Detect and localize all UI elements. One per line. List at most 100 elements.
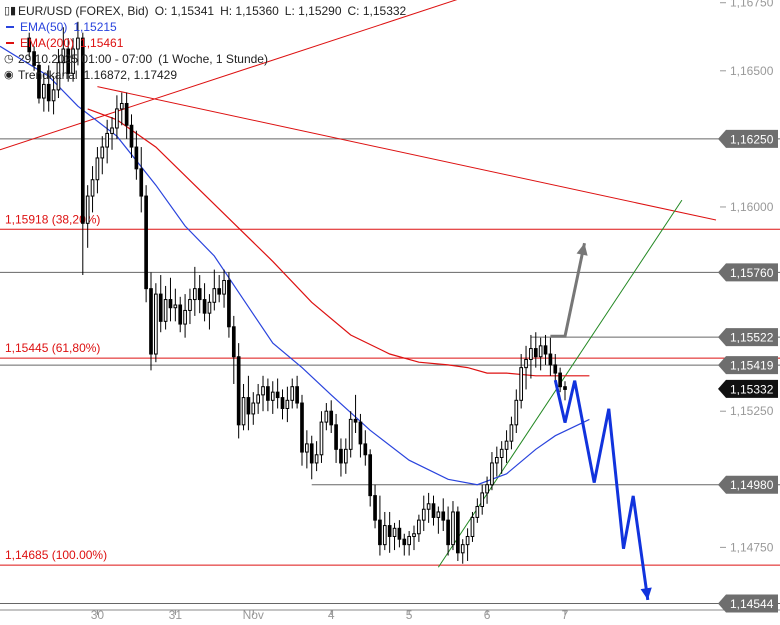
candle-body: [339, 448, 343, 464]
candle-body: [41, 83, 46, 99]
ema50-line: [0, 45, 590, 486]
candle-body: [363, 443, 368, 456]
candle-body: [280, 397, 285, 409]
legend-symbol: EUR/USD (FOREX, Bid): [18, 4, 149, 18]
candle-body: [285, 399, 290, 409]
candle-body: [139, 168, 144, 197]
candle-body: [51, 89, 56, 102]
candlestick-icon: ▯▮: [4, 5, 17, 17]
candle-body: [553, 364, 558, 374]
price-level-tag-label: 1,16250: [730, 132, 774, 146]
candle-body: [324, 410, 329, 423]
candle-body: [251, 402, 256, 415]
candle-body: [490, 462, 494, 486]
legend-open: O: 1,15341: [154, 4, 215, 18]
legend-channel-row[interactable]: ◉ Trendkanal 1.16872, 1.17429: [4, 67, 406, 83]
candle-body: [183, 309, 187, 325]
candle-body: [417, 519, 421, 535]
candle-body: [456, 511, 460, 554]
legend-symbol-row: ▯▮ EUR/USD (FOREX, Bid) O: 1,15341 H: 1,…: [4, 3, 406, 19]
price-axis: 1,16750 1,16500 1,16000 1,15250 1,14750 1,162…: [718, 0, 778, 613]
candle-body: [392, 527, 397, 537]
candle-body: [300, 402, 304, 453]
time-tick-label: Nov: [243, 608, 264, 622]
candle-body: [475, 506, 480, 518]
candle-body: [499, 448, 504, 458]
current-price-tag-box: [718, 379, 778, 398]
candle-body: [270, 391, 275, 401]
trend-channel-line: [97, 86, 717, 221]
price-level-tag-label: 1,15760: [730, 266, 774, 280]
candle-body: [353, 418, 358, 423]
candle-body: [407, 535, 411, 546]
candle-body: [504, 440, 509, 450]
legend-ema200-label: EMA(200): [20, 36, 75, 50]
candle-body: [533, 348, 538, 358]
price-level-tag-label: 1,15419: [730, 359, 774, 373]
candle-body: [446, 519, 450, 546]
candle-body: [56, 62, 61, 91]
price-level-tag-label: 1,15522: [730, 331, 774, 345]
candle-body: [212, 288, 217, 303]
candle-body: [348, 418, 353, 450]
clock-icon: ◷: [4, 53, 14, 65]
chart-legend: ▯▮ EUR/USD (FOREX, Bid) O: 1,15341 H: 1,…: [4, 3, 406, 83]
candle-body: [105, 132, 109, 148]
candle-body: [329, 410, 334, 426]
candle-body: [402, 538, 407, 546]
time-tick-label: 31: [169, 608, 183, 622]
candle-body: [470, 516, 475, 537]
candle-body: [319, 421, 324, 456]
legend-date-row: ◷ 29.10.2025 01:00 - 07:00 (1 Woche, 1 S…: [4, 51, 406, 67]
price-level-tag-box: [718, 328, 778, 347]
candle-body: [465, 535, 470, 546]
time-tick-label: 4: [328, 608, 335, 622]
current-price-tag-label: 1,15332: [730, 382, 774, 396]
candle-body: [168, 299, 173, 309]
candle-body: [397, 527, 402, 540]
candle-body: [387, 525, 392, 537]
candle-body: [460, 544, 465, 554]
candle-body: [295, 386, 299, 404]
indicator-lines: [0, 0, 717, 568]
candle-body: [37, 64, 41, 99]
fib-level-label: 1,14685 (100.00%): [5, 548, 107, 562]
candle-body: [173, 304, 178, 309]
candle-body: [178, 304, 183, 325]
legend-close: C: 1,15332: [347, 4, 407, 18]
candle-body: [358, 421, 363, 445]
candle-body: [436, 511, 441, 518]
candle-body: [149, 288, 153, 355]
candle-body: [451, 511, 455, 546]
candle-body: [207, 301, 212, 314]
time-tick-label: 6: [484, 608, 491, 622]
price-tick-label: 1,14750: [730, 540, 774, 554]
candle-body: [368, 454, 373, 497]
candle-body: [129, 124, 134, 148]
candle-body: [66, 48, 71, 75]
legend-ema200-row[interactable]: EMA(200) 1,15461: [4, 35, 406, 51]
price-tick-label: 1,15250: [730, 404, 774, 418]
legend-date-range: 29.10.2025 01:00 - 07:00: [18, 52, 153, 66]
price-level-tag-label: 1,14980: [730, 478, 774, 492]
price-levels: 1,15918 (38,20%) 1,15445 (61,80%) 1,14685 …: [0, 138, 780, 611]
price-tick-label: 1,16750: [730, 0, 774, 10]
candle-body: [558, 372, 562, 388]
legend-ema50-label: EMA(50): [20, 20, 68, 34]
legend-low: L: 1,15290: [284, 4, 342, 18]
candle-body: [524, 358, 528, 369]
candle-body: [217, 288, 222, 295]
candle-body: [27, 37, 32, 53]
price-level-tag-box: [718, 475, 778, 494]
candle-body: [110, 127, 114, 134]
target-icon: ◉: [4, 69, 14, 81]
legend-high: H: 1,15360: [220, 4, 279, 18]
candle-body: [314, 454, 319, 464]
candle-body: [529, 348, 533, 360]
legend-ema50-row[interactable]: EMA(50) 1,15215: [4, 19, 406, 35]
legend-channel-label: Trendkanal: [18, 68, 78, 82]
candle-body: [334, 424, 338, 450]
candle-body: [188, 299, 192, 311]
candle-body: [154, 293, 158, 355]
